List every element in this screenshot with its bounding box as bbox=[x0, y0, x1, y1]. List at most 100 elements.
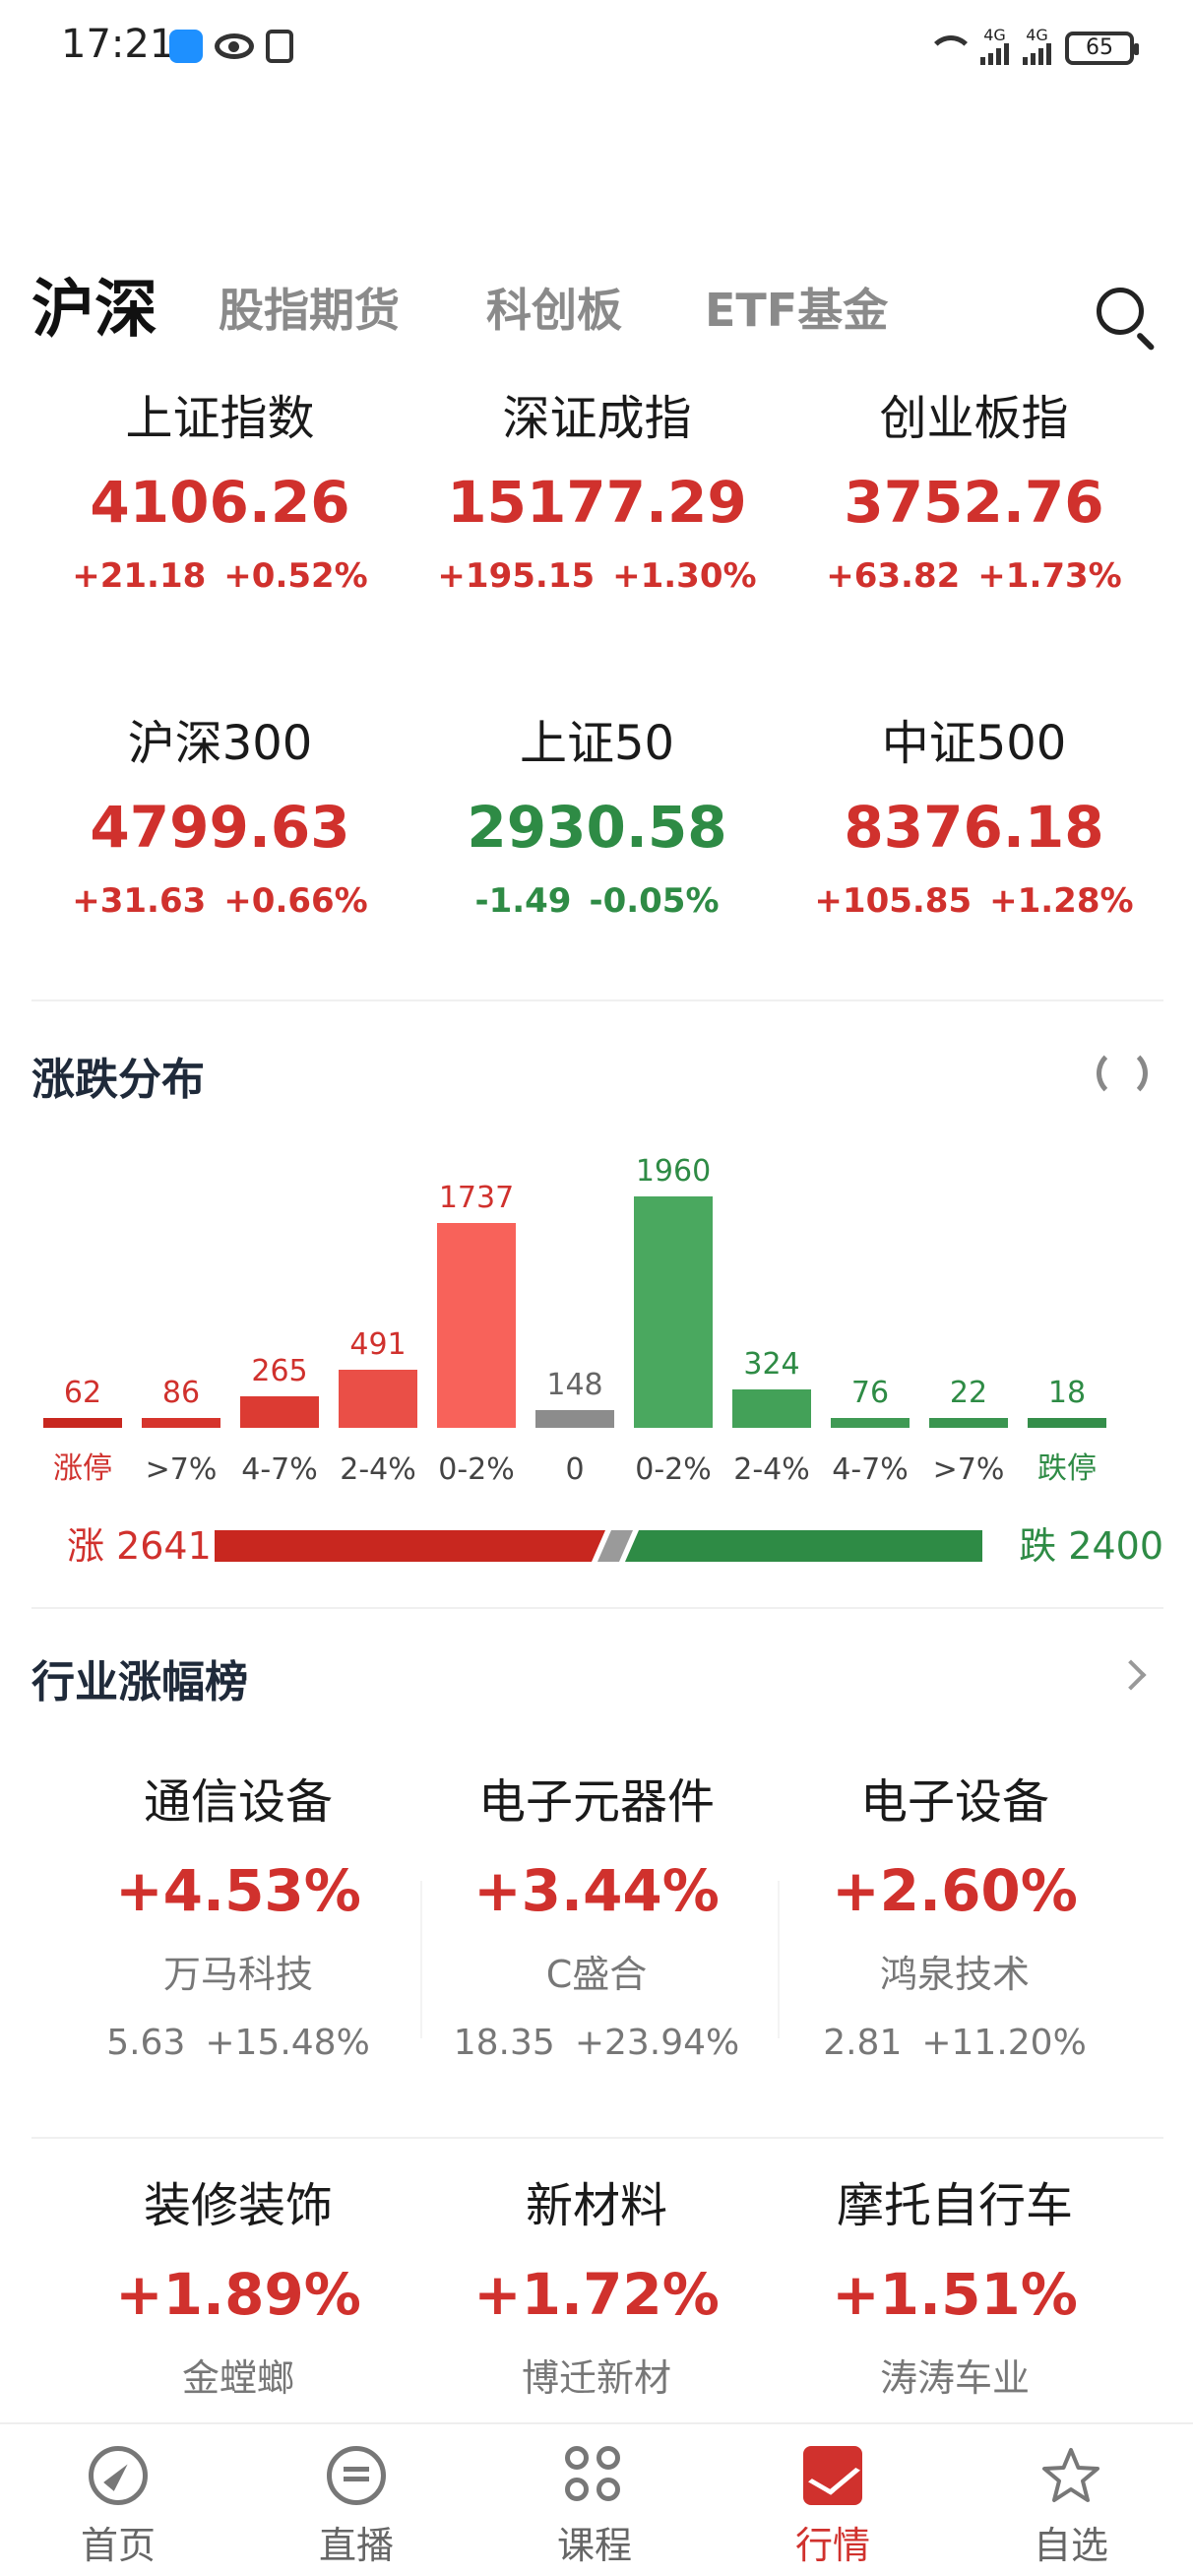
bar-category-label: 涨停 bbox=[53, 1451, 112, 1486]
refresh-icon[interactable] bbox=[1097, 1048, 1148, 1099]
tab-hushen[interactable]: 沪深 bbox=[31, 274, 157, 347]
industry-card[interactable]: 摩托自行车 +1.51% 涛涛车业 bbox=[778, 2166, 1132, 2413]
industry-percent: +4.53% bbox=[115, 1857, 361, 1924]
leading-stock: 金螳螂 bbox=[181, 2356, 294, 2400]
index-card[interactable]: 上证指数 4106.26 +21.18 +0.52% bbox=[31, 384, 408, 601]
industry-card[interactable]: 通信设备 +4.53% 万马科技 5.63 +15.48% bbox=[61, 1763, 415, 2078]
bar-category-label: >7% bbox=[932, 1452, 1005, 1487]
bar-value-label: 86 bbox=[161, 1376, 201, 1410]
bar bbox=[634, 1196, 713, 1428]
bar-value-label: 1737 bbox=[438, 1181, 515, 1215]
bar bbox=[437, 1223, 516, 1428]
index-card[interactable]: 深证成指 15177.29 +195.15 +1.30% bbox=[408, 384, 785, 601]
chevron-right-icon[interactable] bbox=[1115, 1659, 1147, 1691]
eye-icon bbox=[215, 33, 254, 59]
tab-index-futures[interactable]: 股指期货 bbox=[219, 284, 400, 337]
tab-etf-fund[interactable]: ETF基金 bbox=[705, 284, 889, 337]
nav-courses[interactable]: 课程 bbox=[496, 2424, 693, 2576]
index-name: 深证成指 bbox=[502, 391, 692, 446]
bar-column: 76 4-7% bbox=[831, 1132, 910, 1497]
market-tabs: 沪深 股指期货 科创板 ETF基金 bbox=[31, 266, 1163, 354]
tab-star-market[interactable]: 科创板 bbox=[486, 284, 622, 337]
index-name: 创业板指 bbox=[879, 391, 1069, 446]
nav-watchlist[interactable]: 自选 bbox=[973, 2424, 1169, 2576]
leading-stock: 涛涛车业 bbox=[879, 2356, 1030, 2400]
industry-percent: +3.44% bbox=[473, 1857, 720, 1924]
bar-column: 86 >7% bbox=[142, 1132, 220, 1497]
bar-category-label: 跌停 bbox=[1037, 1451, 1097, 1486]
nav-label: 直播 bbox=[318, 2524, 394, 2567]
index-name: 上证指数 bbox=[125, 391, 315, 446]
bar-category-label: 0-2% bbox=[635, 1452, 712, 1487]
leading-stock: 博迁新材 bbox=[521, 2356, 671, 2400]
up-ratio-bar bbox=[215, 1530, 605, 1562]
bar-category-label: 0-2% bbox=[438, 1452, 515, 1487]
industry-card[interactable]: 电子元器件 +3.44% C盛合 18.35 +23.94% bbox=[419, 1763, 774, 2078]
index-value: 15177.29 bbox=[447, 469, 747, 536]
index-change: +21.18 +0.52% bbox=[72, 556, 368, 596]
industry-name: 新材料 bbox=[525, 2178, 667, 2233]
nav-home[interactable]: 首页 bbox=[20, 2424, 217, 2576]
industry-name: 电子元器件 bbox=[477, 1774, 715, 1830]
nav-label: 自选 bbox=[1033, 2524, 1108, 2567]
industry-name: 电子设备 bbox=[859, 1774, 1049, 1830]
bar bbox=[732, 1389, 811, 1428]
message-app-icon bbox=[169, 30, 203, 63]
index-value: 4106.26 bbox=[90, 469, 350, 536]
industry-title: 行业涨幅榜 bbox=[31, 1657, 248, 1707]
leading-stock-quote: 2.81 +11.20% bbox=[823, 2023, 1087, 2063]
leading-stock-quote: 18.35 +23.94% bbox=[453, 2023, 740, 2063]
grid-icon bbox=[565, 2446, 624, 2505]
bar bbox=[1028, 1418, 1106, 1428]
industry-name: 摩托自行车 bbox=[836, 2178, 1073, 2233]
index-card[interactable]: 创业板指 3752.76 +63.82 +1.73% bbox=[785, 384, 1162, 601]
industry-name: 装修装饰 bbox=[143, 2178, 333, 2233]
battery-icon: 65 bbox=[1065, 32, 1139, 65]
bar-value-label: 22 bbox=[949, 1376, 988, 1410]
bar-category-label: 2-4% bbox=[733, 1452, 810, 1487]
index-card[interactable]: 上证50 2930.58 -1.49 -0.05% bbox=[408, 709, 785, 926]
cell-signal-1: 4G bbox=[980, 28, 1009, 65]
index-change: +31.63 +0.66% bbox=[72, 881, 368, 921]
bar bbox=[535, 1410, 614, 1428]
section-divider bbox=[31, 999, 1163, 1001]
bar-value-label: 491 bbox=[349, 1327, 407, 1362]
industry-percent: +1.89% bbox=[115, 2261, 361, 2328]
bar bbox=[240, 1396, 319, 1428]
bar-column: 18 跌停 bbox=[1028, 1132, 1106, 1497]
bar-column: 265 4-7% bbox=[240, 1132, 319, 1497]
up-down-summary: 涨 2641 跌 2400 bbox=[31, 1516, 1163, 1576]
bar-category-label: 4-7% bbox=[832, 1452, 909, 1487]
nav-live[interactable]: 直播 bbox=[258, 2424, 455, 2576]
industry-percent: +1.72% bbox=[473, 2261, 720, 2328]
bar bbox=[43, 1418, 122, 1428]
bar-column: 22 >7% bbox=[929, 1132, 1008, 1497]
index-card[interactable]: 中证500 8376.18 +105.85 +1.28% bbox=[785, 709, 1162, 926]
index-card[interactable]: 沪深300 4799.63 +31.63 +0.66% bbox=[31, 709, 408, 926]
status-time: 17:21 bbox=[61, 22, 175, 67]
index-change: -1.49 -0.05% bbox=[474, 881, 720, 921]
index-change: +63.82 +1.73% bbox=[826, 556, 1122, 596]
industry-card[interactable]: 装修装饰 +1.89% 金螳螂 bbox=[61, 2166, 415, 2413]
section-divider bbox=[31, 1607, 1163, 1609]
nfc-icon bbox=[266, 30, 293, 63]
row-divider bbox=[31, 2137, 1163, 2139]
index-value: 2930.58 bbox=[467, 794, 727, 861]
bar-value-label: 148 bbox=[546, 1368, 603, 1402]
bar-column: 491 2-4% bbox=[339, 1132, 417, 1497]
nav-label: 首页 bbox=[80, 2524, 156, 2567]
industry-name: 通信设备 bbox=[143, 1774, 333, 1830]
bar-category-label: 4-7% bbox=[241, 1452, 318, 1487]
bar-value-label: 265 bbox=[251, 1354, 308, 1388]
leading-stock: C盛合 bbox=[545, 1953, 648, 1996]
nav-market[interactable]: 行情 bbox=[734, 2424, 931, 2576]
search-icon[interactable] bbox=[1095, 286, 1158, 352]
index-change: +105.85 +1.28% bbox=[814, 881, 1134, 921]
industry-percent: +2.60% bbox=[832, 1857, 1078, 1924]
index-name: 中证500 bbox=[881, 716, 1067, 771]
industry-card[interactable]: 电子设备 +2.60% 鸿泉技术 2.81 +11.20% bbox=[778, 1763, 1132, 2078]
bar-column: 148 0 bbox=[535, 1132, 614, 1497]
column-divider bbox=[420, 1881, 422, 2038]
industry-card[interactable]: 新材料 +1.72% 博迁新材 bbox=[419, 2166, 774, 2413]
bar-category-label: 2-4% bbox=[340, 1452, 416, 1487]
